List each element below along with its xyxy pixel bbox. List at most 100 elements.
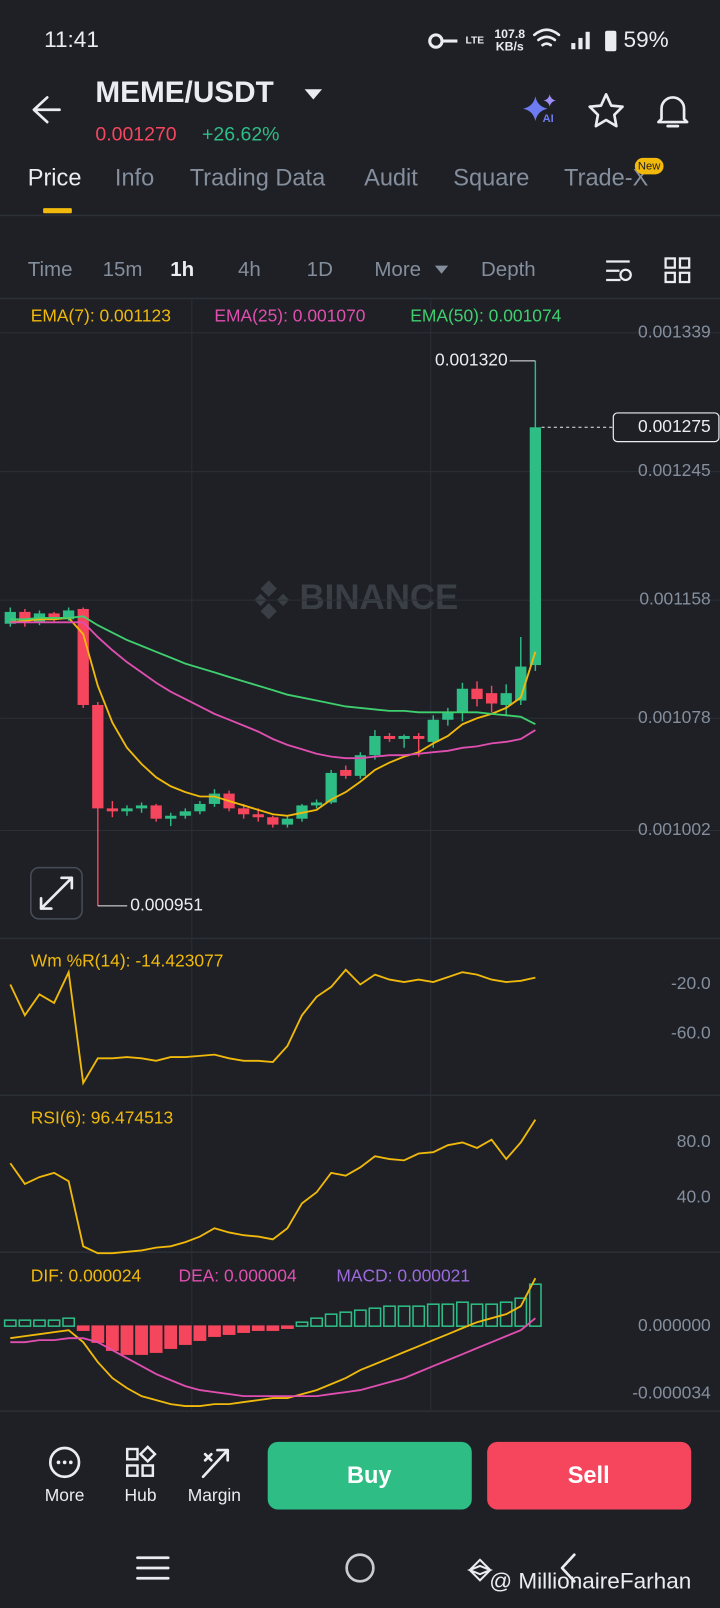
low-label: 0.000951 (130, 894, 203, 914)
macd-bar (164, 1325, 178, 1349)
charts: 0.001339 0.001245 0.001158 0.001078 0.001002… (0, 305, 720, 1407)
indicator-title: RSI(6): 96.474513 (31, 1107, 173, 1127)
legend-label: EMA(7): 0.001123 (31, 305, 171, 325)
macd-bar (412, 1305, 426, 1327)
indicator-title: Wm %R(14): -14.423077 (31, 951, 224, 971)
macd-bar (368, 1307, 382, 1327)
candle-body (354, 755, 366, 776)
network-unit: KB/s (496, 39, 524, 53)
y-tick-label: 0.001002 (638, 819, 711, 839)
svg-text:AI: AI (543, 113, 554, 125)
candle-body (77, 608, 89, 705)
watermark-logo (254, 580, 290, 620)
status-time: 11:41 (44, 27, 99, 52)
new-badge: New (638, 161, 661, 173)
favorite-button[interactable] (588, 93, 624, 128)
indicator-line (10, 621, 536, 760)
sell-label[interactable]: Sell (568, 1462, 610, 1488)
action-label[interactable]: Margin (188, 1485, 241, 1505)
macd-bar (3, 1319, 17, 1327)
svg-text:LTE: LTE (466, 36, 485, 47)
expand-button[interactable] (30, 866, 83, 920)
buy-button[interactable] (267, 1441, 472, 1510)
ai-button[interactable]: AI (523, 94, 556, 125)
macd-bar (353, 1309, 367, 1327)
credit: @ MillionaireFarhan (489, 1568, 691, 1593)
interval[interactable]: 4h (238, 258, 261, 281)
indicator-line (10, 616, 537, 817)
interval[interactable]: Depth (481, 258, 536, 281)
candle-body (515, 666, 527, 701)
macd-bar (76, 1325, 90, 1331)
nav-back[interactable] (560, 1553, 576, 1583)
pair-dropdown[interactable] (304, 89, 323, 100)
macd-bar (193, 1325, 207, 1341)
layout-button[interactable] (664, 257, 691, 284)
candle-body (427, 719, 439, 742)
alert-button[interactable] (657, 96, 689, 128)
candle-body (165, 815, 177, 819)
nav-home[interactable] (345, 1553, 375, 1583)
pair-title[interactable]: MEME/USDT (95, 76, 273, 109)
legend-label: DIF: 0.000024 (31, 1265, 142, 1285)
hub-icon[interactable] (125, 1445, 157, 1477)
tab[interactable]: Trading Data (190, 165, 326, 191)
buy-label[interactable]: Buy (347, 1462, 392, 1488)
macd-bar (310, 1317, 323, 1327)
active-tab-indicator (43, 208, 72, 214)
tab[interactable]: Trade-X (564, 165, 649, 191)
action-label[interactable]: Hub (125, 1485, 157, 1505)
more-dropdown[interactable] (434, 265, 449, 274)
candle-body (208, 793, 221, 804)
macd-bar (485, 1303, 499, 1327)
action-label[interactable]: More (45, 1485, 85, 1505)
interval[interactable]: Time (28, 258, 73, 281)
y-tick-label: 80.0 (677, 1131, 711, 1151)
y-tick-label: 0.000000 (638, 1315, 711, 1335)
tab[interactable]: Audit (364, 165, 418, 191)
indicator-settings[interactable] (606, 260, 632, 282)
legend-label: DEA: 0.000004 (178, 1265, 296, 1285)
interval[interactable]: 15m (103, 258, 143, 281)
price-change: +26.62% (202, 124, 279, 146)
macd-bar (281, 1325, 294, 1329)
indicator-line (10, 1277, 537, 1407)
more-icon[interactable] (48, 1446, 81, 1479)
margin-icon[interactable] (201, 1448, 230, 1479)
candle-body (471, 688, 483, 700)
interval[interactable]: More (374, 258, 421, 281)
last-price-box (612, 412, 720, 443)
sell-button[interactable] (487, 1441, 692, 1510)
status-icons: LTE (428, 28, 617, 52)
indicator-line (10, 1317, 536, 1398)
tab[interactable]: Info (115, 165, 154, 191)
macd-bar (91, 1325, 105, 1343)
network-speed: 107.8 (494, 27, 525, 41)
back-button[interactable] (32, 96, 61, 124)
candle-body (252, 814, 264, 818)
macd-bar (397, 1305, 411, 1327)
legend-label: EMA(25): 0.001070 (214, 305, 365, 325)
macd-bar (499, 1301, 513, 1327)
macd-bar (456, 1301, 469, 1327)
macd-bar (120, 1325, 134, 1355)
macd-bar (47, 1319, 61, 1327)
tab[interactable]: Square (453, 165, 529, 191)
high-label: 0.001320 (435, 349, 508, 369)
macd-bar (135, 1325, 148, 1355)
candle-body (281, 818, 294, 825)
interval[interactable]: 1h (170, 258, 194, 281)
watermark: BINANCE (299, 578, 458, 617)
interval[interactable]: 1D (307, 258, 333, 281)
candle-body (106, 808, 119, 812)
candle-body (310, 802, 323, 806)
macd-bar (222, 1325, 236, 1335)
candle-body (92, 704, 104, 809)
nav-recents[interactable] (136, 1556, 170, 1580)
macd-bar (62, 1317, 76, 1327)
macd-bar (33, 1319, 46, 1327)
tab[interactable]: Price (28, 165, 82, 191)
candle-body (267, 817, 279, 825)
